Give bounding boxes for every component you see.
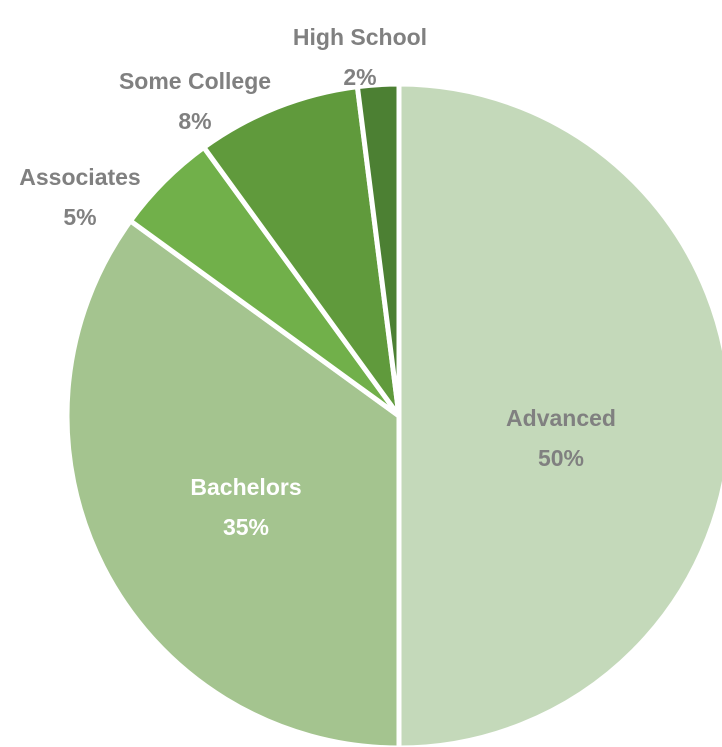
label-some-college: Some College 8% (119, 68, 271, 134)
label-percent-advanced: 50% (538, 445, 584, 471)
label-advanced: Advanced 50% (506, 405, 616, 471)
label-bachelors: Bachelors 35% (190, 474, 301, 540)
label-high-school: High School 2% (293, 24, 427, 90)
slice-bachelors (64, 218, 402, 747)
label-name-bachelors: Bachelors (190, 474, 301, 500)
label-percent-bachelors: 35% (223, 514, 269, 540)
label-name-some-college: Some College (119, 68, 271, 94)
label-name-associates: Associates (19, 164, 140, 190)
label-percent-high-school: 2% (343, 64, 376, 90)
label-percent-some-college: 8% (178, 108, 211, 134)
label-associates: Associates 5% (19, 164, 140, 230)
slice-advanced (396, 81, 722, 747)
label-name-advanced: Advanced (506, 405, 616, 431)
label-percent-associates: 5% (63, 204, 96, 230)
slice-labels: Advanced 50% Bachelors 35% Associates 5% Some … (19, 24, 616, 540)
pie-slices (64, 81, 722, 747)
slice-some-college (201, 84, 402, 419)
slice-high-school (354, 81, 402, 419)
label-name-high-school: High School (293, 24, 427, 50)
